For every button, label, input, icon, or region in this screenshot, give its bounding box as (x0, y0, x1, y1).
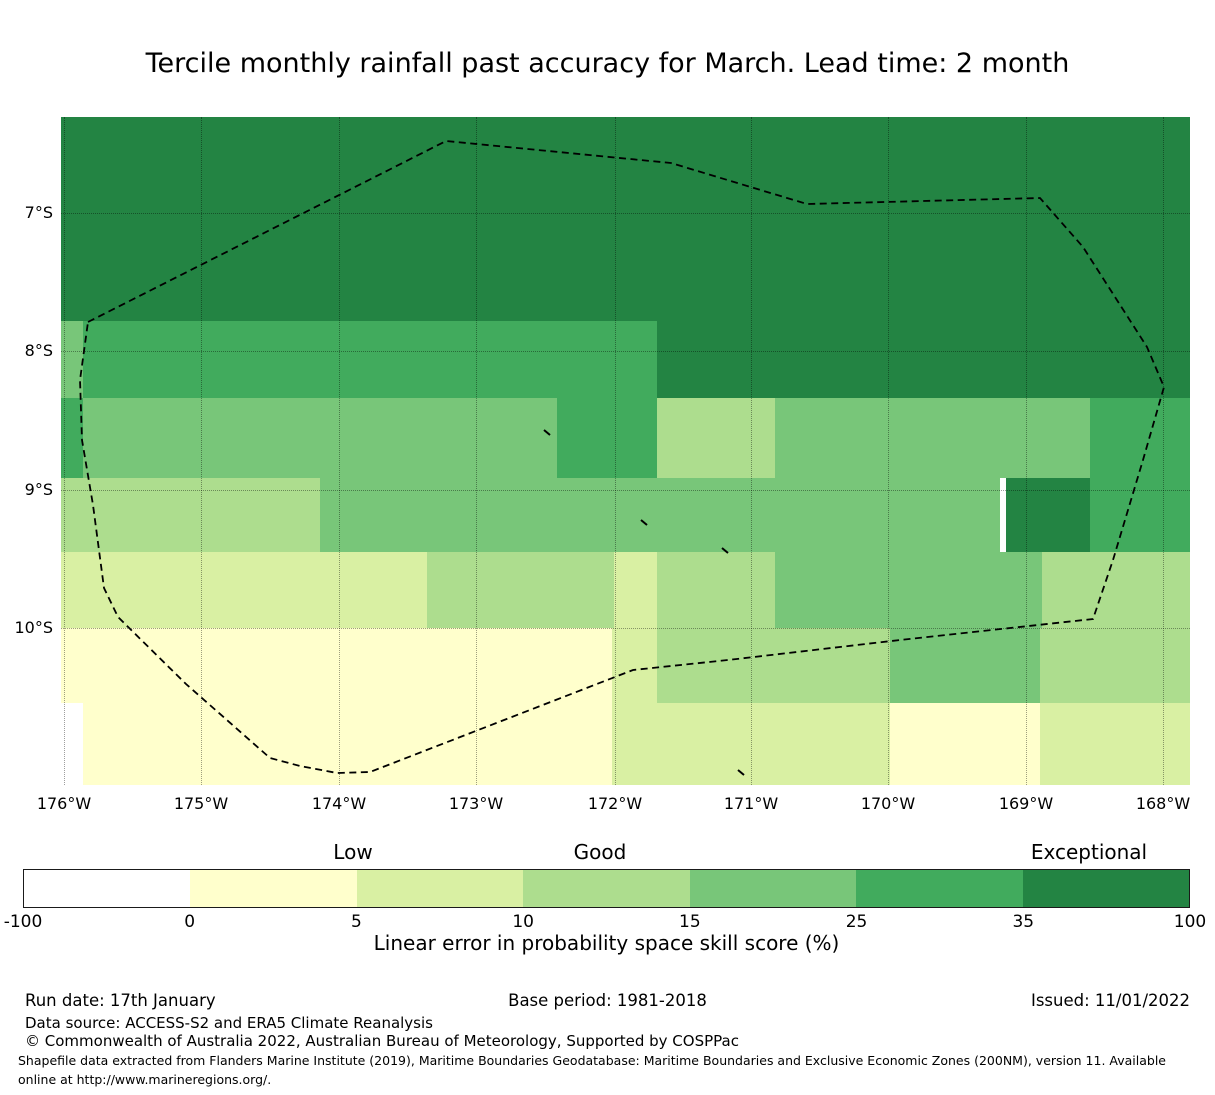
colorbar-tick-label: 10 (512, 912, 534, 932)
gridline-vertical (476, 117, 477, 785)
gridline-vertical (615, 117, 616, 785)
colorbar-tick-label: 0 (184, 912, 196, 932)
map-cell (612, 628, 657, 703)
gridline-vertical (888, 117, 889, 785)
colorbar-tick-label: 15 (679, 912, 701, 932)
map-cell (1040, 703, 1190, 785)
gridline-vertical (64, 117, 65, 785)
gridline-vertical (339, 117, 340, 785)
map-cell (61, 552, 427, 628)
colorbar-tick-label: 100 (1173, 912, 1207, 932)
page-title: Tercile monthly rainfall past accuracy f… (145, 48, 1070, 79)
map-cell (1090, 478, 1190, 552)
eez-boundary-path (79, 140, 1165, 774)
map-cell (61, 398, 83, 478)
x-tick-label: 173°W (448, 794, 504, 813)
gridline-vertical (201, 117, 202, 785)
gridline-horizontal (61, 351, 1190, 352)
colorbar-tick-label: -100 (3, 912, 43, 932)
gridline-horizontal (61, 490, 1190, 491)
gridline-vertical (1026, 117, 1027, 785)
data-source: Data source: ACCESS-S2 and ERA5 Climate … (25, 1014, 433, 1032)
map-cell (1000, 478, 1006, 552)
map-cell (657, 552, 775, 628)
x-tick-label: 174°W (311, 794, 367, 813)
colorbar-label-exceptional: Exceptional (1030, 840, 1148, 864)
x-tick-label: 172°W (587, 794, 643, 813)
x-tick-label: 171°W (723, 794, 779, 813)
x-tick-label: 168°W (1135, 794, 1191, 813)
shapefile-note: Shapefile data extracted from Flanders M… (18, 1053, 1166, 1087)
island-mark (640, 519, 648, 526)
map-cell (657, 321, 1190, 398)
map-cell (61, 628, 612, 703)
gridline-horizontal (61, 213, 1190, 214)
y-tick-label: 10°S (14, 618, 53, 637)
map-cell (890, 703, 1040, 785)
gridline-vertical (1163, 117, 1164, 785)
colorbar-segment (1022, 870, 1189, 907)
colorbar-segment (523, 870, 690, 907)
map-cell (1006, 478, 1090, 552)
colorbar-tick-label: 35 (1012, 912, 1035, 932)
colorbar-tick-label: 5 (351, 912, 362, 932)
issued-date: Issued: 11/01/2022 (1030, 991, 1190, 1010)
x-tick-label: 169°W (998, 794, 1054, 813)
x-tick-label: 176°W (36, 794, 92, 813)
y-tick-label: 8°S (24, 341, 53, 360)
island-mark (721, 547, 729, 554)
island-mark (543, 429, 551, 436)
island-mark (737, 769, 745, 776)
map-cell (61, 703, 83, 785)
map-cell (775, 552, 1042, 628)
map-cell (61, 321, 83, 398)
map-cell (1040, 628, 1190, 703)
map-cell (427, 552, 614, 628)
x-tick-label: 175°W (173, 794, 229, 813)
x-tick-label: 170°W (860, 794, 916, 813)
y-tick-label: 9°S (24, 480, 53, 499)
map-cell (1090, 398, 1190, 478)
copyright: © Commonwealth of Australia 2022, Austra… (25, 1032, 739, 1050)
run-date: Run date: 17th January (25, 991, 216, 1010)
gridline-horizontal (61, 628, 1190, 629)
map-cell (775, 398, 1090, 478)
map-cell (1042, 552, 1190, 628)
map-cell (890, 628, 1040, 703)
colorbar-segment (689, 870, 857, 907)
map-cell (83, 321, 657, 398)
map-cell (612, 703, 890, 785)
map-cell (657, 628, 890, 703)
colorbar-tick-label: 25 (845, 912, 868, 932)
map-cell (557, 398, 657, 478)
colorbar-segment (190, 870, 357, 907)
map-cell (83, 398, 557, 478)
y-tick-label: 7°S (24, 203, 53, 222)
gridline-vertical (751, 117, 752, 785)
colorbar-segment (24, 870, 191, 907)
colorbar-segment (856, 870, 1023, 907)
map-cell (657, 398, 775, 478)
skill-map (61, 117, 1190, 785)
map-cell (320, 478, 1000, 552)
colorbar-segment (356, 870, 524, 907)
colorbar-label-good: Good (573, 840, 627, 864)
map-cell (61, 117, 1190, 321)
eez-boundary-layer (79, 140, 1165, 776)
map-cell (61, 478, 320, 552)
colorbar-caption: Linear error in probability space skill … (373, 931, 840, 955)
colorbar (23, 869, 1190, 908)
map-cell (614, 552, 657, 628)
map-cell (61, 703, 612, 785)
base-period: Base period: 1981-2018 (508, 991, 707, 1010)
colorbar-label-low: Low (333, 840, 373, 864)
